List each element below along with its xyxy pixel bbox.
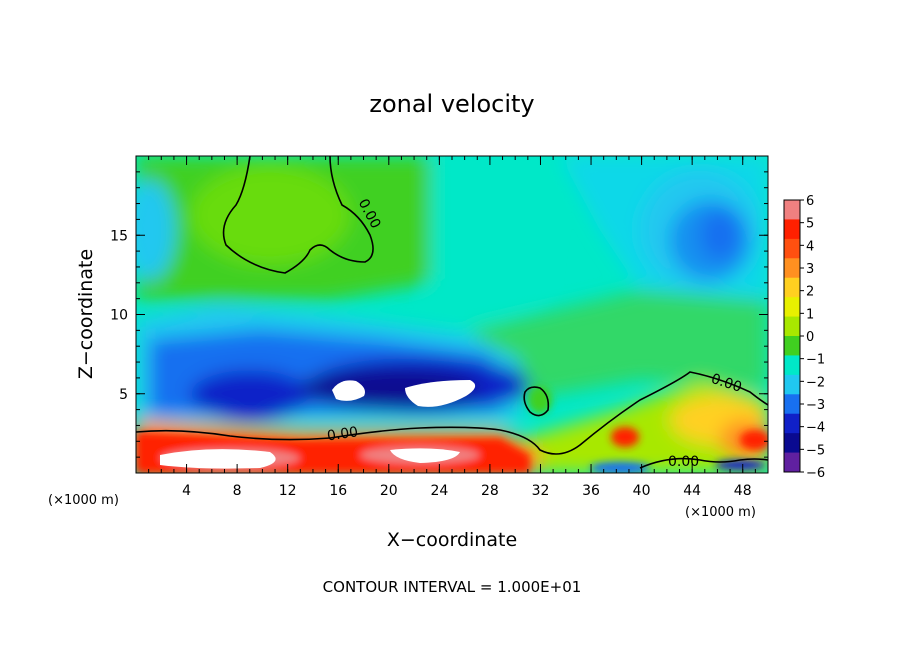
x-tick-label: 20 [380, 483, 398, 499]
x-tick-label: 48 [734, 483, 752, 499]
x-tick-label: 32 [532, 483, 550, 499]
x-tick-label: 40 [633, 483, 651, 499]
y-tick-label: 5 [119, 387, 128, 403]
y-tick-label: 10 [110, 308, 128, 324]
colorbar-swatch [784, 219, 800, 240]
contour-interval-footer: CONTOUR INTERVAL = 1.000E+01 [323, 578, 582, 596]
colorbar-tick-label: −2 [806, 375, 825, 390]
x-tick-label: 44 [683, 483, 701, 499]
colorbar-swatch [784, 413, 800, 434]
colorbar-tick-label: 0 [806, 330, 814, 345]
colorbar-swatch [784, 452, 800, 473]
colorbar-tick-label: −4 [806, 421, 825, 436]
y-tick-label: 15 [110, 228, 128, 244]
colorbar-tick-label: −5 [806, 443, 825, 458]
colorbar-tick-label: 4 [806, 239, 814, 254]
x-unit-label-left: (×1000 m) [48, 493, 119, 508]
chart-title: zonal velocity [369, 90, 534, 118]
colorbar-swatch [784, 355, 800, 376]
x-tick-label: 24 [430, 483, 448, 499]
x-unit-label-right: (×1000 m) [685, 505, 756, 520]
colorbar-tick-label: 3 [806, 262, 814, 277]
contour-label: 0.00 [326, 424, 359, 444]
colorbar-swatch [784, 433, 800, 454]
x-tick-label: 4 [182, 483, 191, 499]
colorbar-tick-label: 2 [806, 285, 814, 300]
colorbar-swatch [784, 316, 800, 337]
x-tick-label: 28 [481, 483, 499, 499]
x-tick-label: 36 [582, 483, 600, 499]
x-tick-label: 12 [279, 483, 297, 499]
colorbar-swatch [784, 258, 800, 279]
colorbar-swatch [784, 200, 800, 220]
colorbar-swatch [784, 374, 800, 395]
contour-label: 0.00 [668, 454, 699, 470]
colorbar-tick-label: 5 [806, 217, 814, 232]
colorbar-swatch [784, 297, 800, 318]
x-axis-label: X−coordinate [387, 529, 517, 551]
colorbar-tick-label: 1 [806, 307, 814, 322]
colorbar-tick-label: −3 [806, 398, 825, 413]
colorbar-swatch [784, 336, 800, 356]
x-tick-label: 16 [329, 483, 347, 499]
colorbar-swatch [784, 238, 800, 259]
colorbar-swatch [784, 277, 800, 298]
y-axis-label: Z−coordinate [75, 249, 97, 379]
x-tick-label: 8 [233, 483, 242, 499]
colorbar-tick-label: −1 [806, 353, 825, 368]
colorbar-swatch [784, 394, 800, 415]
velocity-field [136, 156, 768, 473]
colorbar-tick-label: −6 [806, 466, 825, 481]
colorbar-tick-label: 6 [806, 194, 814, 209]
